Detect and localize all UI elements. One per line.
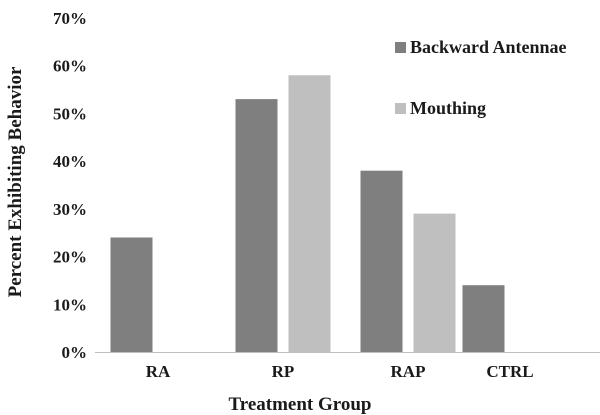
x-tick-label: CTRL (486, 362, 533, 381)
bar-rp-backward-antennae (235, 99, 278, 352)
x-tick-label: RP (272, 362, 295, 381)
y-tick-label: 50% (53, 104, 87, 123)
y-tick-label: 30% (53, 200, 87, 219)
y-tick-label: 70% (53, 9, 87, 28)
legend-swatch-backward-antennae (395, 42, 406, 53)
x-axis-title: Treatment Group (228, 394, 371, 415)
y-axis-title: Percent Exhibiting Behavior (5, 66, 26, 297)
legend-label-backward-antennae: Backward Antennae (410, 37, 567, 57)
y-tick-label: 60% (53, 57, 87, 76)
y-axis-ticks: 0% 10% 20% 30% 40% 50% 60% 70% (53, 9, 87, 362)
x-tick-label: RAP (391, 362, 426, 381)
bar-rp-mouthing (288, 75, 331, 352)
bar-rap-mouthing (413, 213, 456, 352)
bar-rap-backward-antennae (360, 170, 403, 352)
y-tick-label: 40% (53, 152, 87, 171)
y-tick-label: 0% (62, 343, 88, 362)
x-tick-label: RA (146, 362, 171, 381)
y-tick-label: 10% (53, 295, 87, 314)
bar-ra-backward-antennae (110, 237, 153, 352)
y-tick-label: 20% (53, 248, 87, 267)
bar-ctrl-backward-antennae (462, 285, 505, 352)
legend-swatch-mouthing (395, 103, 406, 114)
x-axis-ticks: RA RP RAP CTRL (146, 362, 534, 381)
legend-label-mouthing: Mouthing (410, 98, 486, 118)
legend: Backward Antennae Mouthing (395, 37, 567, 118)
bars (110, 75, 505, 352)
